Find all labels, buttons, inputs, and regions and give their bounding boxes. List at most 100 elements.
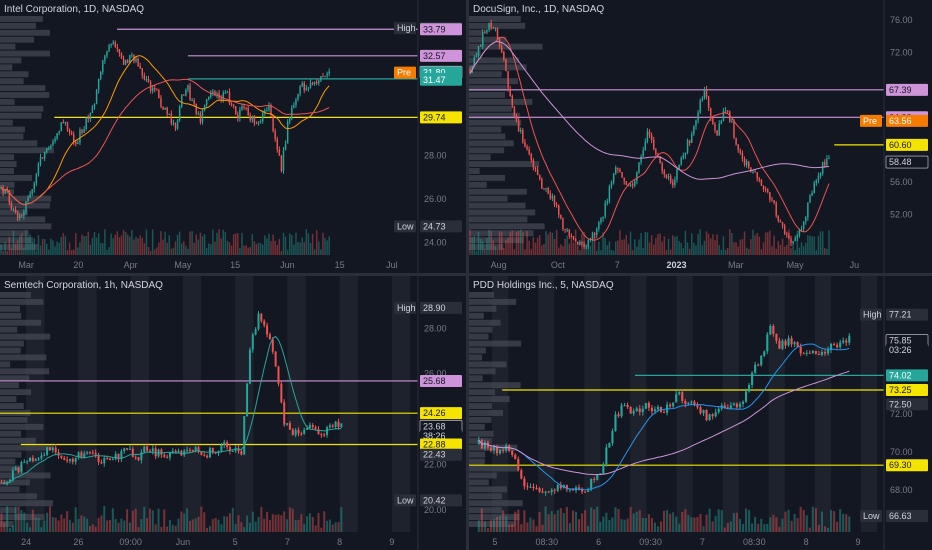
- candle-body: [168, 113, 170, 115]
- volume-profile-bar: [0, 396, 17, 403]
- volume-bar: [562, 513, 565, 532]
- volume-profile-bar: [469, 368, 496, 375]
- volume-bar: [480, 508, 483, 532]
- time-tick-label: 26: [73, 537, 83, 547]
- volume-bar: [492, 519, 496, 532]
- volume-bar: [642, 247, 644, 255]
- volume-bar: [811, 236, 813, 255]
- candle-body: [678, 392, 681, 395]
- volume-bar: [91, 237, 94, 255]
- time-tick-label: Jul: [386, 260, 398, 270]
- volume-bar: [644, 517, 647, 532]
- chart-canvas[interactable]: 76.0072.0056.0052.0067.3964.00Pre63.5660…: [469, 0, 932, 273]
- volume-profile-bar: [0, 230, 29, 237]
- candle-body: [684, 401, 687, 404]
- moving-average-line: [0, 78, 330, 206]
- volume-bar: [596, 506, 599, 532]
- volume-bar: [500, 231, 503, 255]
- volume-bar: [623, 519, 626, 532]
- candle-body: [140, 452, 143, 461]
- volume-bar: [320, 249, 322, 255]
- candle-body: [587, 489, 590, 492]
- chart-panel-intc[interactable]: 28.0026.0024.00High33.8433.7932.5731.82P…: [0, 0, 466, 273]
- candle-body: [517, 121, 520, 132]
- price-label-box: [420, 438, 462, 451]
- candle-body: [817, 175, 820, 181]
- volume-profile-bar: [0, 382, 19, 389]
- candle-body: [529, 486, 532, 488]
- volume-bar: [323, 511, 326, 532]
- candle-body: [566, 229, 568, 231]
- volume-profile-bar: [469, 133, 506, 140]
- candle-body: [193, 100, 195, 104]
- time-tick-label: Apr: [124, 260, 138, 270]
- candle-body: [52, 141, 54, 146]
- candle-body: [64, 122, 67, 124]
- volume-bar: [483, 521, 486, 532]
- volume-bar: [305, 229, 308, 255]
- candle-body: [160, 449, 163, 455]
- price-label-text: 74.02: [889, 370, 912, 380]
- volume-bar: [565, 506, 568, 532]
- volume-bar: [481, 241, 484, 255]
- price-label-box: [420, 494, 462, 507]
- session-band: [339, 276, 358, 532]
- session-band: [26, 276, 45, 532]
- volume-bar: [137, 238, 139, 255]
- volume-bar: [315, 230, 318, 255]
- chart-canvas[interactable]: 28.0026.0024.00High33.8433.7932.5731.82P…: [0, 0, 466, 273]
- price-label-text: 31.80: [423, 68, 446, 78]
- candle-body: [180, 94, 183, 107]
- volume-bar: [226, 240, 229, 255]
- volume-bar: [756, 232, 758, 255]
- candle-body: [766, 334, 769, 352]
- volume-profile-bar: [0, 140, 38, 147]
- volume-bar: [547, 234, 549, 255]
- volume-bar: [264, 235, 266, 255]
- candle-body: [820, 351, 824, 355]
- volume-bar: [739, 239, 742, 255]
- candle-body: [760, 179, 763, 186]
- volume-bar: [553, 514, 556, 532]
- candle-body: [56, 133, 58, 139]
- chart-panel-pdd[interactable]: 72.00 70.00 68.00 High 77.21 75.85 03:26 74.02 7…: [469, 276, 932, 550]
- volume-bar: [183, 241, 185, 255]
- price-label-box: [420, 111, 462, 124]
- candle-body: [754, 364, 757, 373]
- candle-body: [701, 98, 704, 101]
- volume-profile-bar: [0, 354, 47, 361]
- candle-body: [314, 427, 317, 430]
- chart-canvas[interactable]: 28.00 26.00 22.00 20.00 High 28.90 25.68 24.26 2…: [0, 276, 466, 550]
- volume-bar: [328, 519, 331, 532]
- volume-bar: [514, 511, 517, 532]
- candle-body: [37, 458, 40, 460]
- volume-bar: [568, 523, 571, 532]
- volume-bar: [54, 246, 56, 255]
- volume-bar: [842, 513, 845, 532]
- panel-divider-horizontal[interactable]: [0, 273, 932, 276]
- volume-profile-bar: [469, 298, 517, 305]
- candle-body: [160, 98, 162, 107]
- candle-body: [833, 343, 836, 345]
- candle-body: [555, 204, 558, 206]
- candle-body: [845, 340, 848, 343]
- volume-bar: [31, 242, 33, 255]
- volume-bar: [23, 247, 25, 255]
- candle-body: [58, 130, 60, 134]
- candle-body: [168, 451, 171, 458]
- volume-bar: [593, 236, 596, 255]
- volume-bar: [650, 235, 653, 255]
- price-axis: [884, 276, 932, 550]
- candle-body: [131, 448, 134, 458]
- chart-panel-docu[interactable]: 76.0072.0056.0052.0067.3964.00Pre63.5660…: [469, 0, 932, 273]
- candle-body: [653, 409, 657, 412]
- volume-bar: [34, 517, 37, 532]
- candle-body: [112, 42, 114, 44]
- chart-panel-smtc[interactable]: 28.00 26.00 22.00 20.00 High 28.90 25.68 24.26 2…: [0, 276, 466, 550]
- candle-body: [655, 149, 657, 155]
- volume-bar: [738, 518, 742, 532]
- volume-profile-bar: [0, 147, 54, 154]
- candle-body: [8, 479, 11, 482]
- volume-bar: [147, 246, 150, 255]
